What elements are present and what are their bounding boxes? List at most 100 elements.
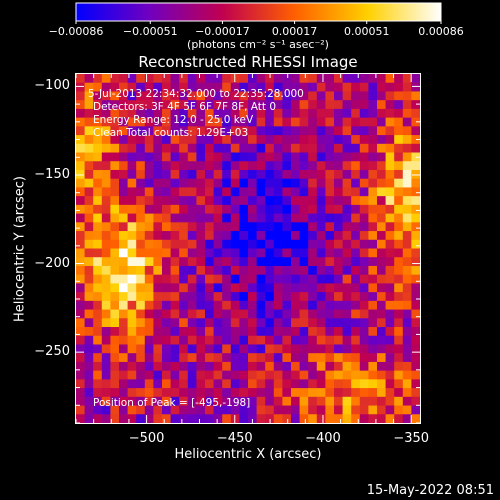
heatmap-cell — [334, 405, 344, 415]
heatmap-cell — [334, 257, 344, 267]
heatmap-cell — [377, 300, 387, 311]
colorbar-tick-label: 0.00051 — [343, 25, 390, 38]
heatmap-cell — [359, 117, 369, 127]
heatmap-cell — [299, 100, 309, 110]
heatmap-cell — [256, 257, 266, 267]
heatmap-cell — [325, 143, 335, 154]
heatmap-cell — [187, 100, 197, 110]
heatmap-cell — [213, 161, 223, 171]
heatmap-cell — [385, 283, 395, 293]
heatmap-cell — [239, 353, 249, 363]
heatmap-cell — [213, 91, 223, 101]
heatmap-cell — [153, 222, 163, 232]
heatmap-cell — [153, 344, 163, 354]
heatmap-cell — [162, 353, 172, 363]
heatmap-cell — [299, 292, 309, 302]
x-tick-label: −450 — [216, 431, 253, 446]
heatmap-cell — [299, 117, 309, 127]
heatmap-cell — [282, 82, 292, 93]
heatmap-cell — [359, 100, 369, 110]
heatmap-cell — [222, 169, 232, 180]
heatmap-cell — [394, 196, 404, 206]
heatmap-cell — [187, 292, 197, 302]
heatmap-cell — [93, 239, 103, 250]
heatmap-cell — [119, 117, 129, 127]
heatmap-cell — [110, 274, 120, 284]
heatmap-cell — [84, 309, 94, 319]
heatmap-cell — [308, 91, 318, 101]
heatmap-cell — [84, 274, 94, 284]
heatmap-cell — [196, 300, 206, 311]
heatmap-cell — [110, 388, 120, 398]
heatmap-cell — [377, 414, 387, 424]
heatmap-cell — [308, 274, 318, 284]
heatmap-cell — [265, 222, 275, 232]
heatmap-cell — [368, 283, 378, 293]
heatmap-cell — [385, 353, 395, 363]
heatmap-cell — [342, 143, 352, 154]
heatmap-cell — [179, 204, 189, 215]
heatmap-cell — [351, 187, 361, 197]
heatmap-cell — [351, 152, 361, 162]
heatmap-cell — [291, 344, 301, 354]
heatmap-cell — [144, 117, 154, 127]
heatmap-cell — [291, 370, 301, 380]
heatmap-cell — [110, 152, 120, 162]
heatmap-cell — [308, 178, 318, 189]
heatmap-cell — [265, 169, 275, 180]
heatmap-cell — [256, 248, 266, 258]
heatmap-cell — [239, 309, 249, 319]
heatmap-cell — [196, 178, 206, 189]
heatmap-cell — [377, 283, 387, 293]
heatmap-cell — [359, 370, 369, 380]
heatmap-cell — [308, 388, 318, 398]
heatmap-cell — [76, 152, 86, 162]
heatmap-cell — [394, 213, 404, 223]
heatmap-cell — [308, 265, 318, 276]
heatmap-cell — [187, 204, 197, 215]
heatmap-cell — [187, 161, 197, 171]
heatmap-cell — [325, 300, 335, 311]
heatmap-cell — [110, 91, 120, 101]
heatmap-cell — [308, 222, 318, 232]
heatmap-cell — [136, 257, 146, 267]
heatmap-cell — [265, 100, 275, 110]
heatmap-cell — [359, 82, 369, 93]
heatmap-cell — [119, 396, 129, 407]
heatmap-cell — [76, 318, 86, 328]
heatmap-cell — [162, 379, 172, 389]
heatmap-cell — [93, 152, 103, 162]
heatmap-cell — [119, 344, 129, 354]
heatmap-cell — [187, 169, 197, 180]
heatmap-cell — [256, 353, 266, 363]
heatmap-cell — [265, 117, 275, 127]
heatmap-cell — [144, 300, 154, 311]
heatmap-cell — [325, 239, 335, 250]
heatmap-cell — [127, 353, 137, 363]
heatmap-cell — [368, 327, 378, 337]
heatmap-cell — [239, 327, 249, 337]
heatmap-cell — [377, 248, 387, 258]
heatmap-cell — [377, 108, 387, 119]
heatmap-cell — [153, 405, 163, 415]
heatmap-cell — [93, 169, 103, 180]
heatmap-cell — [282, 74, 292, 84]
heatmap-cell — [402, 74, 412, 84]
heatmap-cell — [342, 152, 352, 162]
heatmap-cell — [162, 135, 172, 145]
heatmap-cell — [84, 353, 94, 363]
heatmap-cell — [325, 370, 335, 380]
heatmap-cell — [222, 222, 232, 232]
heatmap-cell — [170, 318, 180, 328]
heatmap-cell — [84, 100, 94, 110]
heatmap-cell — [273, 204, 283, 215]
heatmap-cell — [265, 178, 275, 189]
heatmap-cell — [359, 152, 369, 162]
heatmap-cell — [385, 361, 395, 372]
heatmap-cell — [222, 300, 232, 311]
heatmap-cell — [136, 143, 146, 154]
heatmap-cell — [308, 126, 318, 136]
heatmap-cell — [368, 100, 378, 110]
heatmap-cell — [93, 82, 103, 93]
heatmap-cell — [273, 178, 283, 189]
